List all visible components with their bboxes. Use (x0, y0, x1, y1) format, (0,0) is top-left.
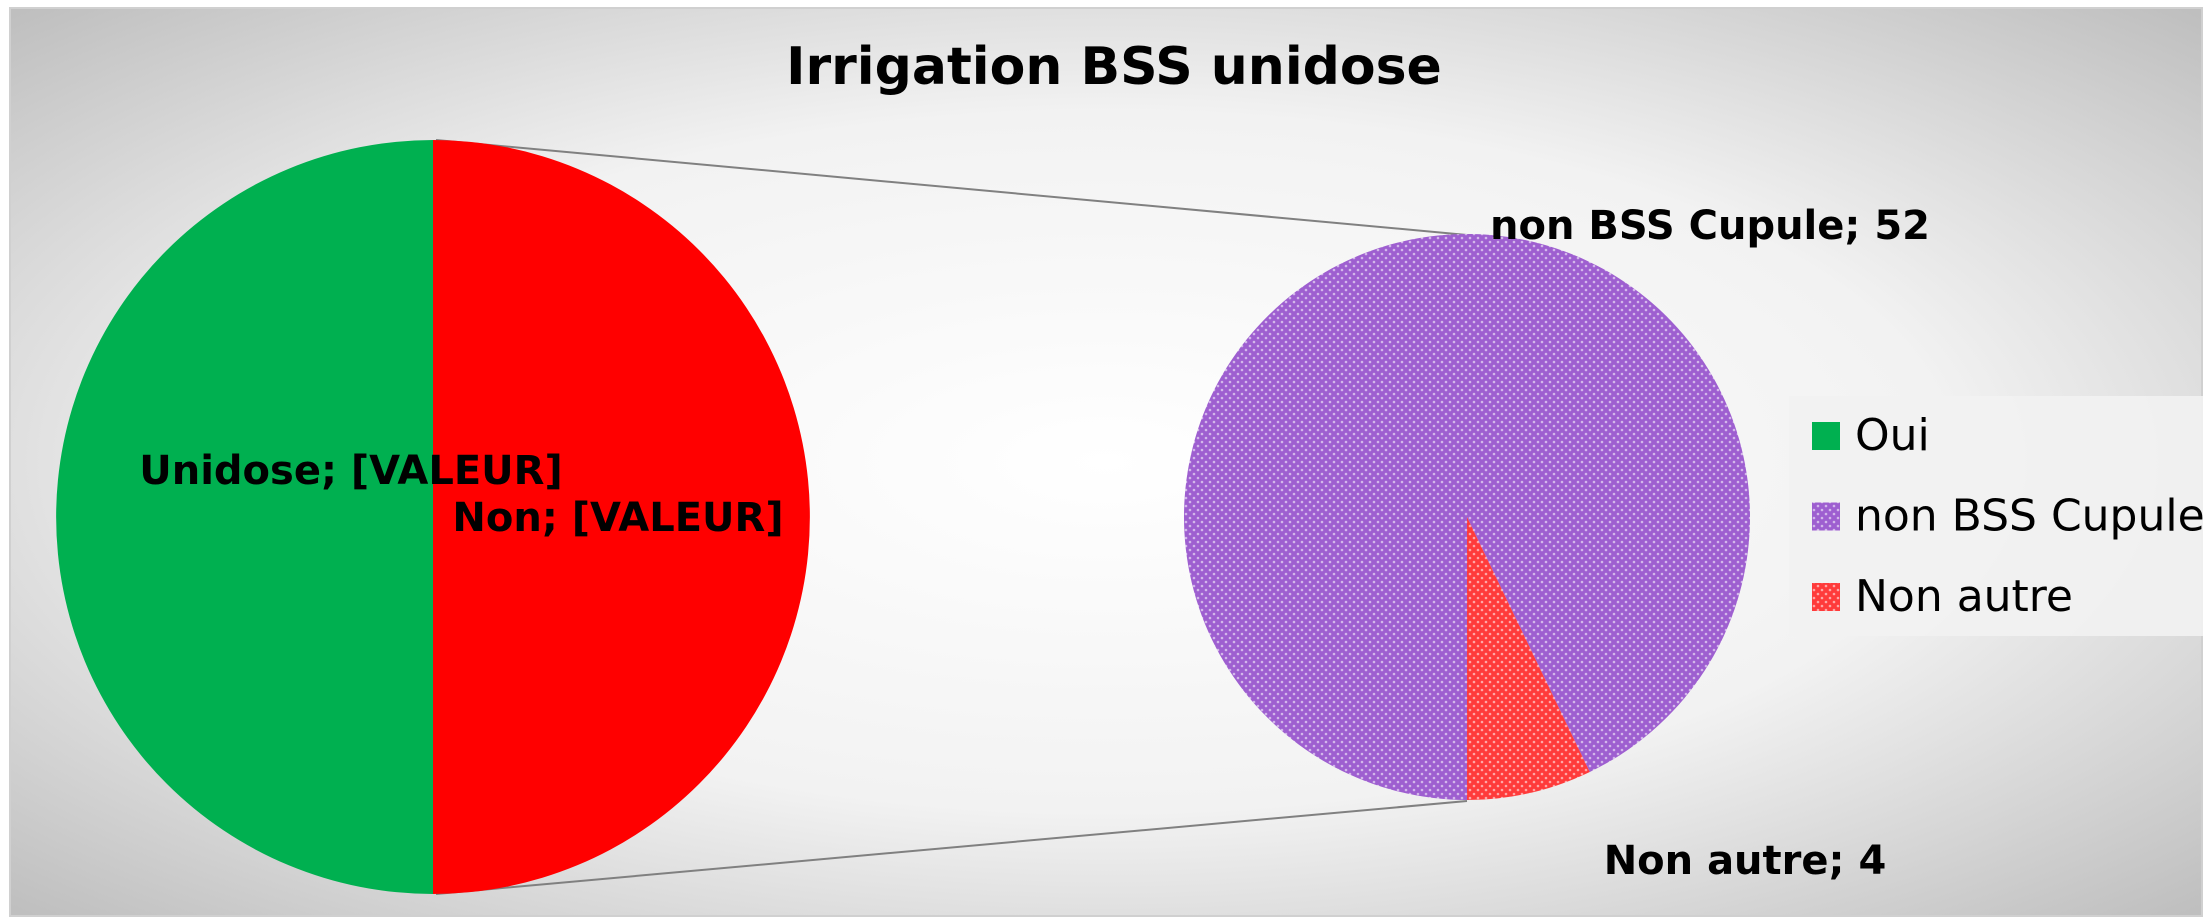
data-label-part: ; (1829, 838, 1859, 884)
data-label-part: ; (542, 495, 572, 541)
legend-box (1789, 396, 2203, 636)
chart-title: Irrigation BSS unidose (786, 37, 1442, 97)
data-label: Non; [VALEUR] (452, 495, 783, 541)
legend-label: Non autre (1855, 571, 2073, 622)
data-label-part: non BSS Cupule (1490, 203, 1844, 249)
legend-label: Oui (1855, 410, 1930, 461)
data-label: non BSS Cupule; 52 (1490, 203, 1930, 249)
pie-slice (1183, 234, 1750, 801)
pie-slice (1467, 517, 1590, 800)
connector-line (435, 800, 1468, 895)
legend-swatch (1812, 502, 1840, 531)
data-label-part: Non autre (1604, 838, 1829, 884)
data-label: Unidose; [VALEUR] (139, 448, 563, 494)
data-label-part: ; (1844, 203, 1874, 249)
pie-slice (433, 140, 810, 894)
legend-label: non BSS Cupule (1855, 491, 2203, 542)
data-label-part: 52 (1874, 203, 1930, 249)
connector-line (435, 139, 1468, 236)
legend-swatch (1812, 583, 1840, 611)
data-label-part: 4 (1858, 838, 1886, 884)
data-label-part: [VALEUR] (351, 448, 563, 494)
pie-slice (56, 140, 434, 894)
legend-swatch (1812, 422, 1840, 450)
data-label-part: ; (321, 448, 351, 494)
data-label: Non autre; 4 (1604, 838, 1887, 884)
data-label-part: Non (452, 495, 541, 541)
data-label-part: [VALEUR] (572, 495, 784, 541)
data-label-part: Unidose (139, 448, 321, 494)
